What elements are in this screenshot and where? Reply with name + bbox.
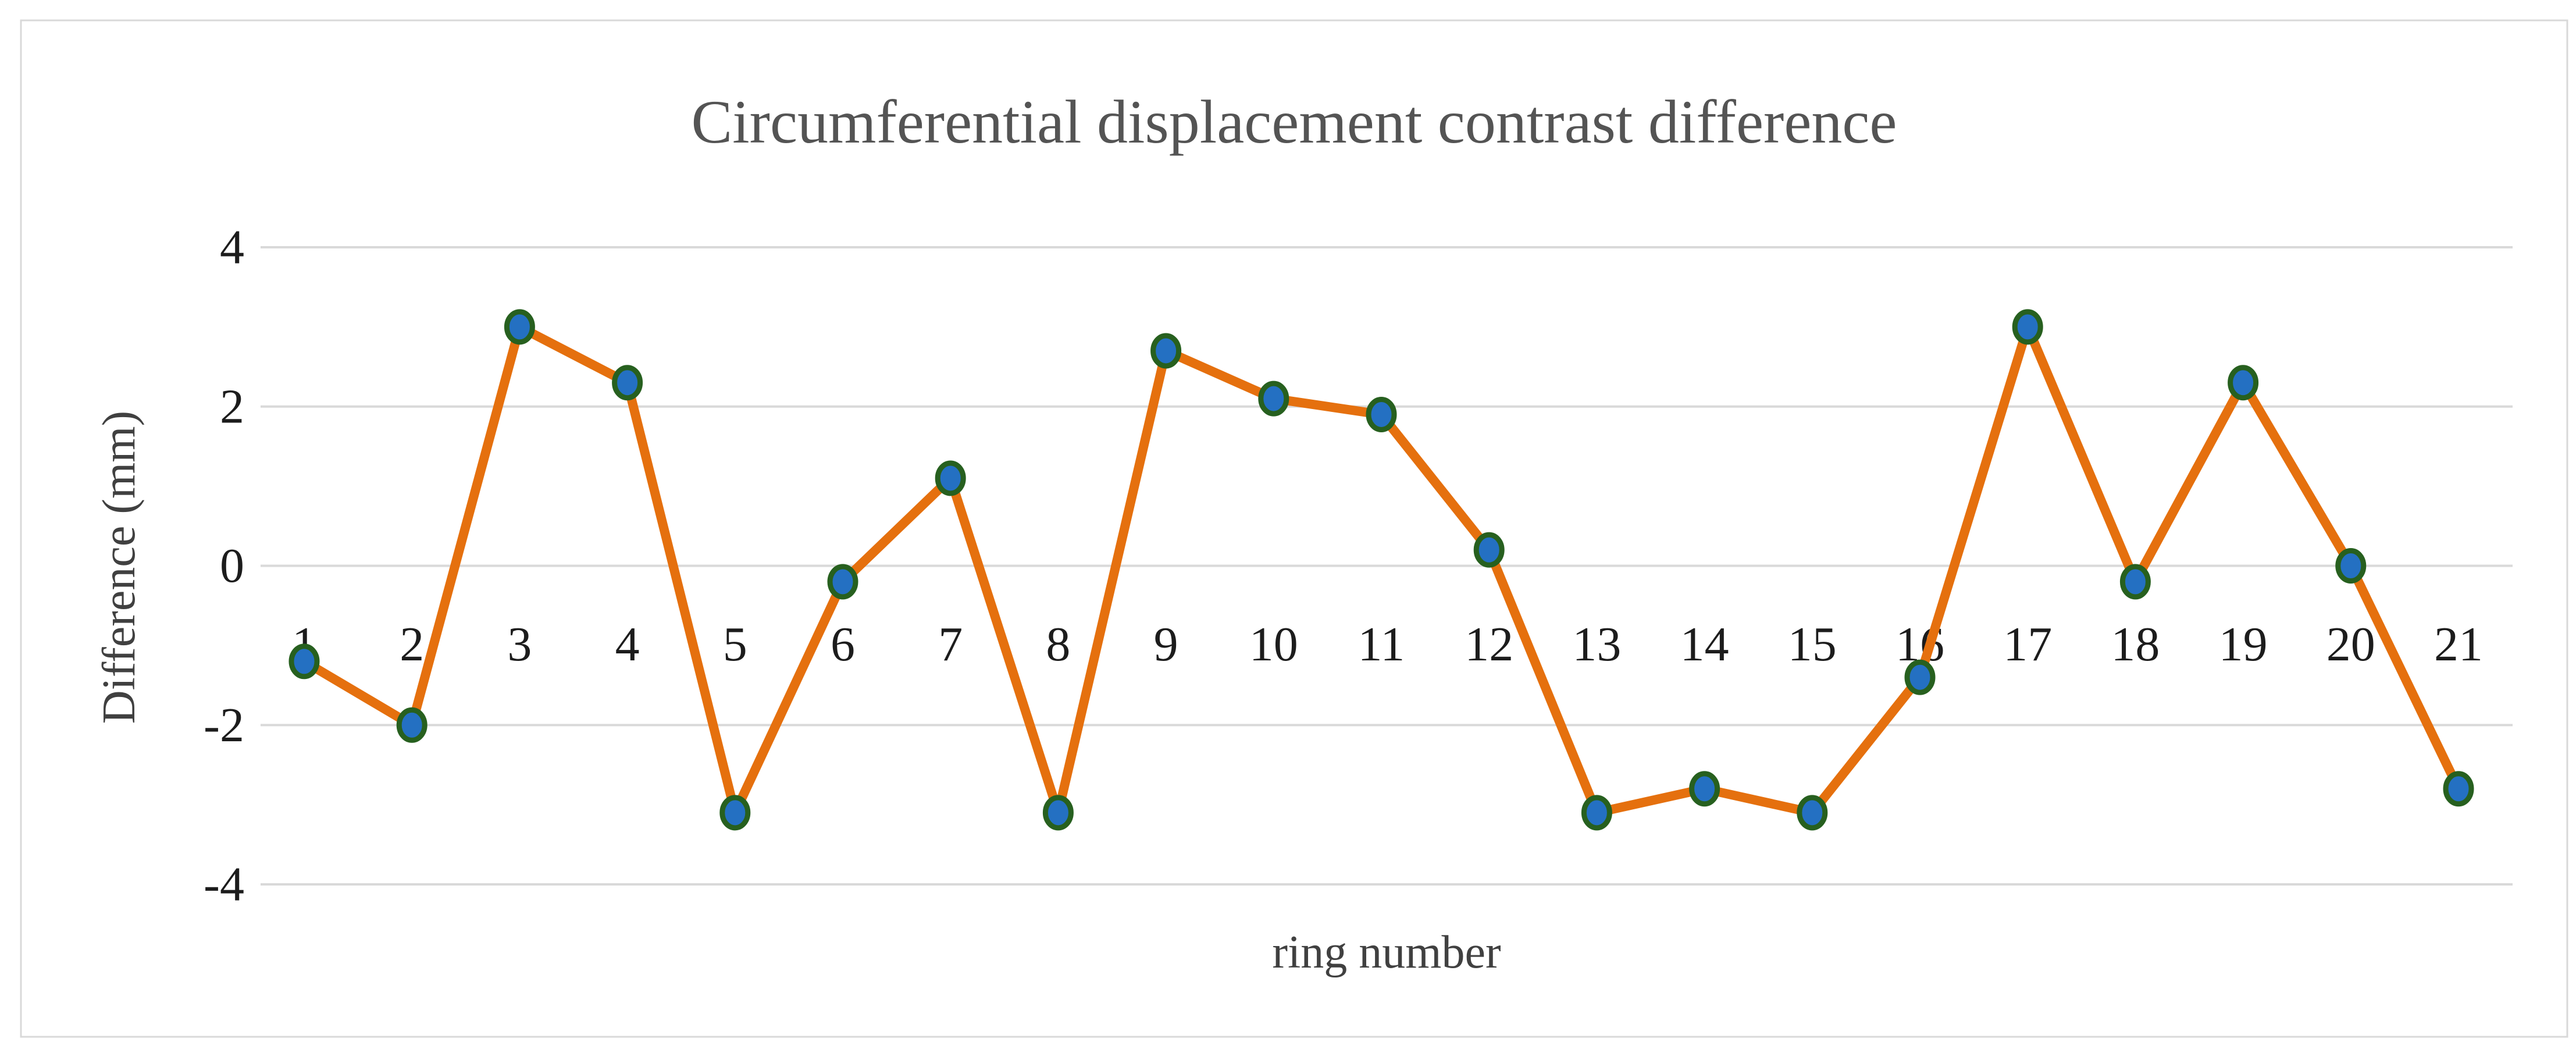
x-tick-label: 11	[1358, 617, 1405, 671]
y-tick-label: -2	[204, 698, 244, 752]
data-point-marker	[2119, 564, 2151, 600]
y-tick-label: 2	[220, 379, 244, 433]
x-tick-label: 3	[507, 617, 532, 671]
x-tick-label: 19	[2219, 617, 2268, 671]
data-point-marker	[1042, 795, 1074, 831]
x-axis-title: ring number	[1272, 927, 1501, 978]
gridline-layer	[261, 246, 2513, 886]
data-point-marker	[1904, 659, 1936, 695]
x-tick-label: 2	[400, 617, 424, 671]
axis-text-layer: Circumferential displacement contrast di…	[94, 88, 2483, 978]
data-point-marker	[1150, 333, 1182, 369]
x-tick-label: 6	[831, 617, 855, 671]
data-point-marker	[2012, 309, 2043, 345]
data-point-marker	[1473, 532, 1505, 568]
chart-title: Circumferential displacement contrast di…	[692, 88, 1897, 156]
data-point-marker	[1258, 381, 1289, 417]
data-point-marker	[935, 460, 966, 496]
figure-border	[20, 19, 2568, 1038]
data-point-marker	[612, 365, 643, 401]
x-tick-label: 15	[1788, 617, 1837, 671]
y-tick-label: -4	[204, 858, 244, 912]
y-axis-title: Difference (mm)	[94, 411, 145, 724]
data-point-marker	[504, 309, 535, 345]
x-tick-label: 12	[1465, 617, 1513, 671]
y-tick-label: 4	[220, 221, 244, 275]
y-tick-label: 0	[220, 539, 244, 593]
x-tick-label: 21	[2434, 617, 2483, 671]
x-tick-label: 5	[723, 617, 747, 671]
data-point-marker	[1581, 795, 1612, 831]
x-tick-label: 10	[1249, 617, 1298, 671]
data-point-marker	[827, 564, 858, 600]
x-tick-label: 20	[2326, 617, 2375, 671]
data-point-marker	[2228, 365, 2259, 401]
data-point-marker	[396, 707, 427, 743]
data-point-marker	[2443, 771, 2474, 807]
x-tick-label: 9	[1154, 617, 1178, 671]
data-point-marker	[1689, 771, 1720, 807]
data-series-layer	[288, 309, 2474, 831]
x-tick-label: 14	[1680, 617, 1729, 671]
data-point-marker	[288, 643, 320, 680]
x-tick-label: 8	[1046, 617, 1070, 671]
x-tick-label: 18	[2111, 617, 2160, 671]
x-tick-label: 4	[615, 617, 640, 671]
data-point-marker	[2335, 548, 2367, 584]
x-tick-label: 13	[1572, 617, 1621, 671]
data-point-marker	[1366, 396, 1397, 432]
data-point-marker	[1797, 795, 1828, 831]
x-tick-label: 7	[938, 617, 963, 671]
x-tick-label: 17	[2003, 617, 2052, 671]
data-point-marker	[719, 795, 751, 831]
